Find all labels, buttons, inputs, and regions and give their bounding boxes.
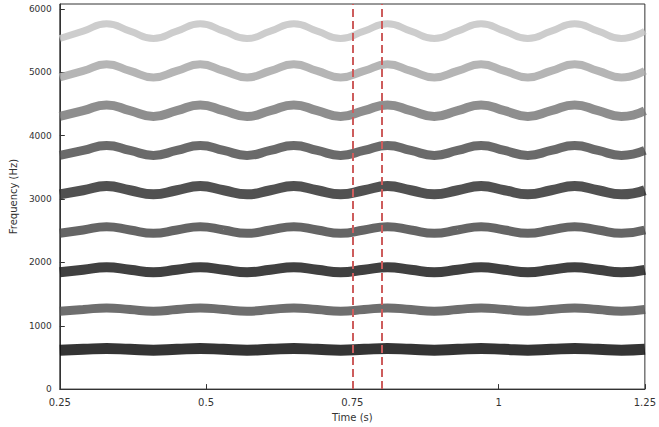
- svg-text:1: 1: [495, 397, 501, 408]
- svg-text:5000: 5000: [29, 67, 52, 77]
- svg-text:1000: 1000: [29, 321, 52, 331]
- svg-text:2000: 2000: [29, 257, 52, 267]
- svg-text:6000: 6000: [29, 4, 52, 14]
- svg-text:0.5: 0.5: [198, 397, 214, 408]
- svg-text:Time (s): Time (s): [331, 412, 373, 423]
- svg-text:0.75: 0.75: [341, 397, 363, 408]
- svg-text:0: 0: [46, 384, 52, 394]
- svg-text:1.25: 1.25: [634, 397, 656, 408]
- svg-text:3000: 3000: [29, 194, 52, 204]
- svg-text:Frequency (Hz): Frequency (Hz): [8, 159, 19, 235]
- svg-text:0.25: 0.25: [49, 397, 71, 408]
- svg-text:4000: 4000: [29, 131, 52, 141]
